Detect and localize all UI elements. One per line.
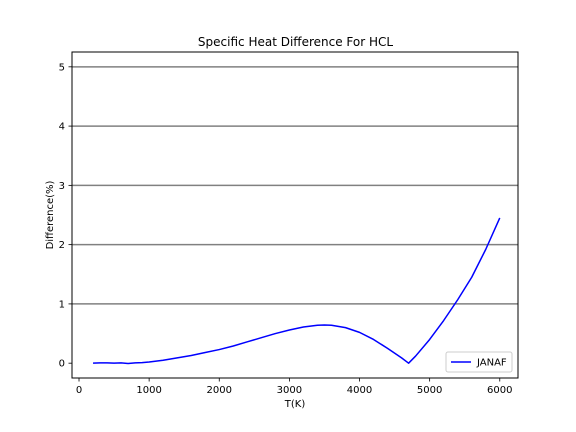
legend-box bbox=[445, 351, 513, 373]
plot-frame bbox=[71, 51, 519, 379]
x-tick-label: 5000 bbox=[417, 385, 442, 396]
y-tick-label: 0 bbox=[59, 359, 65, 370]
x-tick-label: 4000 bbox=[347, 385, 372, 396]
y-tick-label: 4 bbox=[59, 122, 65, 133]
y-tick-label: 3 bbox=[59, 181, 65, 192]
legend: JANAF bbox=[445, 351, 513, 373]
legend-label: JANAF bbox=[476, 358, 507, 369]
y-axis-label: Difference(%) bbox=[45, 180, 56, 249]
y-tick-label: 5 bbox=[59, 62, 65, 73]
y-tick-label: 2 bbox=[59, 240, 65, 251]
gridlines bbox=[72, 66, 518, 305]
x-tick-label: 6000 bbox=[487, 385, 512, 396]
x-tick-label: 0 bbox=[76, 385, 82, 396]
x-tick-label: 2000 bbox=[207, 385, 232, 396]
y-tick-label: 1 bbox=[59, 299, 65, 310]
x-tick-label: 3000 bbox=[277, 385, 302, 396]
x-axis: 0 1000 2000 3000 4000 5000 6000 bbox=[76, 378, 512, 396]
series-line-janaf bbox=[93, 217, 501, 365]
x-axis-label: T(K) bbox=[284, 399, 306, 410]
plot-lines bbox=[93, 217, 501, 365]
x-tick-label: 1000 bbox=[136, 385, 161, 396]
y-axis: 0 1 2 3 4 5 bbox=[59, 62, 72, 370]
chart-title: Specific Heat Difference For HCL bbox=[198, 35, 393, 49]
